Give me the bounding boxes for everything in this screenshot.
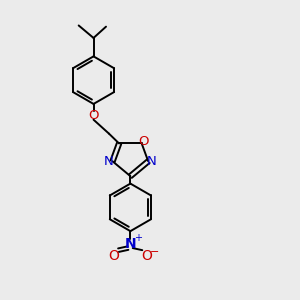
Text: O: O (88, 109, 99, 122)
Text: N: N (104, 155, 114, 168)
Text: −: − (149, 247, 159, 257)
Text: +: + (134, 233, 142, 243)
Text: N: N (124, 237, 136, 250)
Text: N: N (147, 155, 157, 168)
Text: O: O (139, 135, 149, 148)
Text: O: O (109, 248, 119, 262)
Text: O: O (141, 248, 152, 262)
